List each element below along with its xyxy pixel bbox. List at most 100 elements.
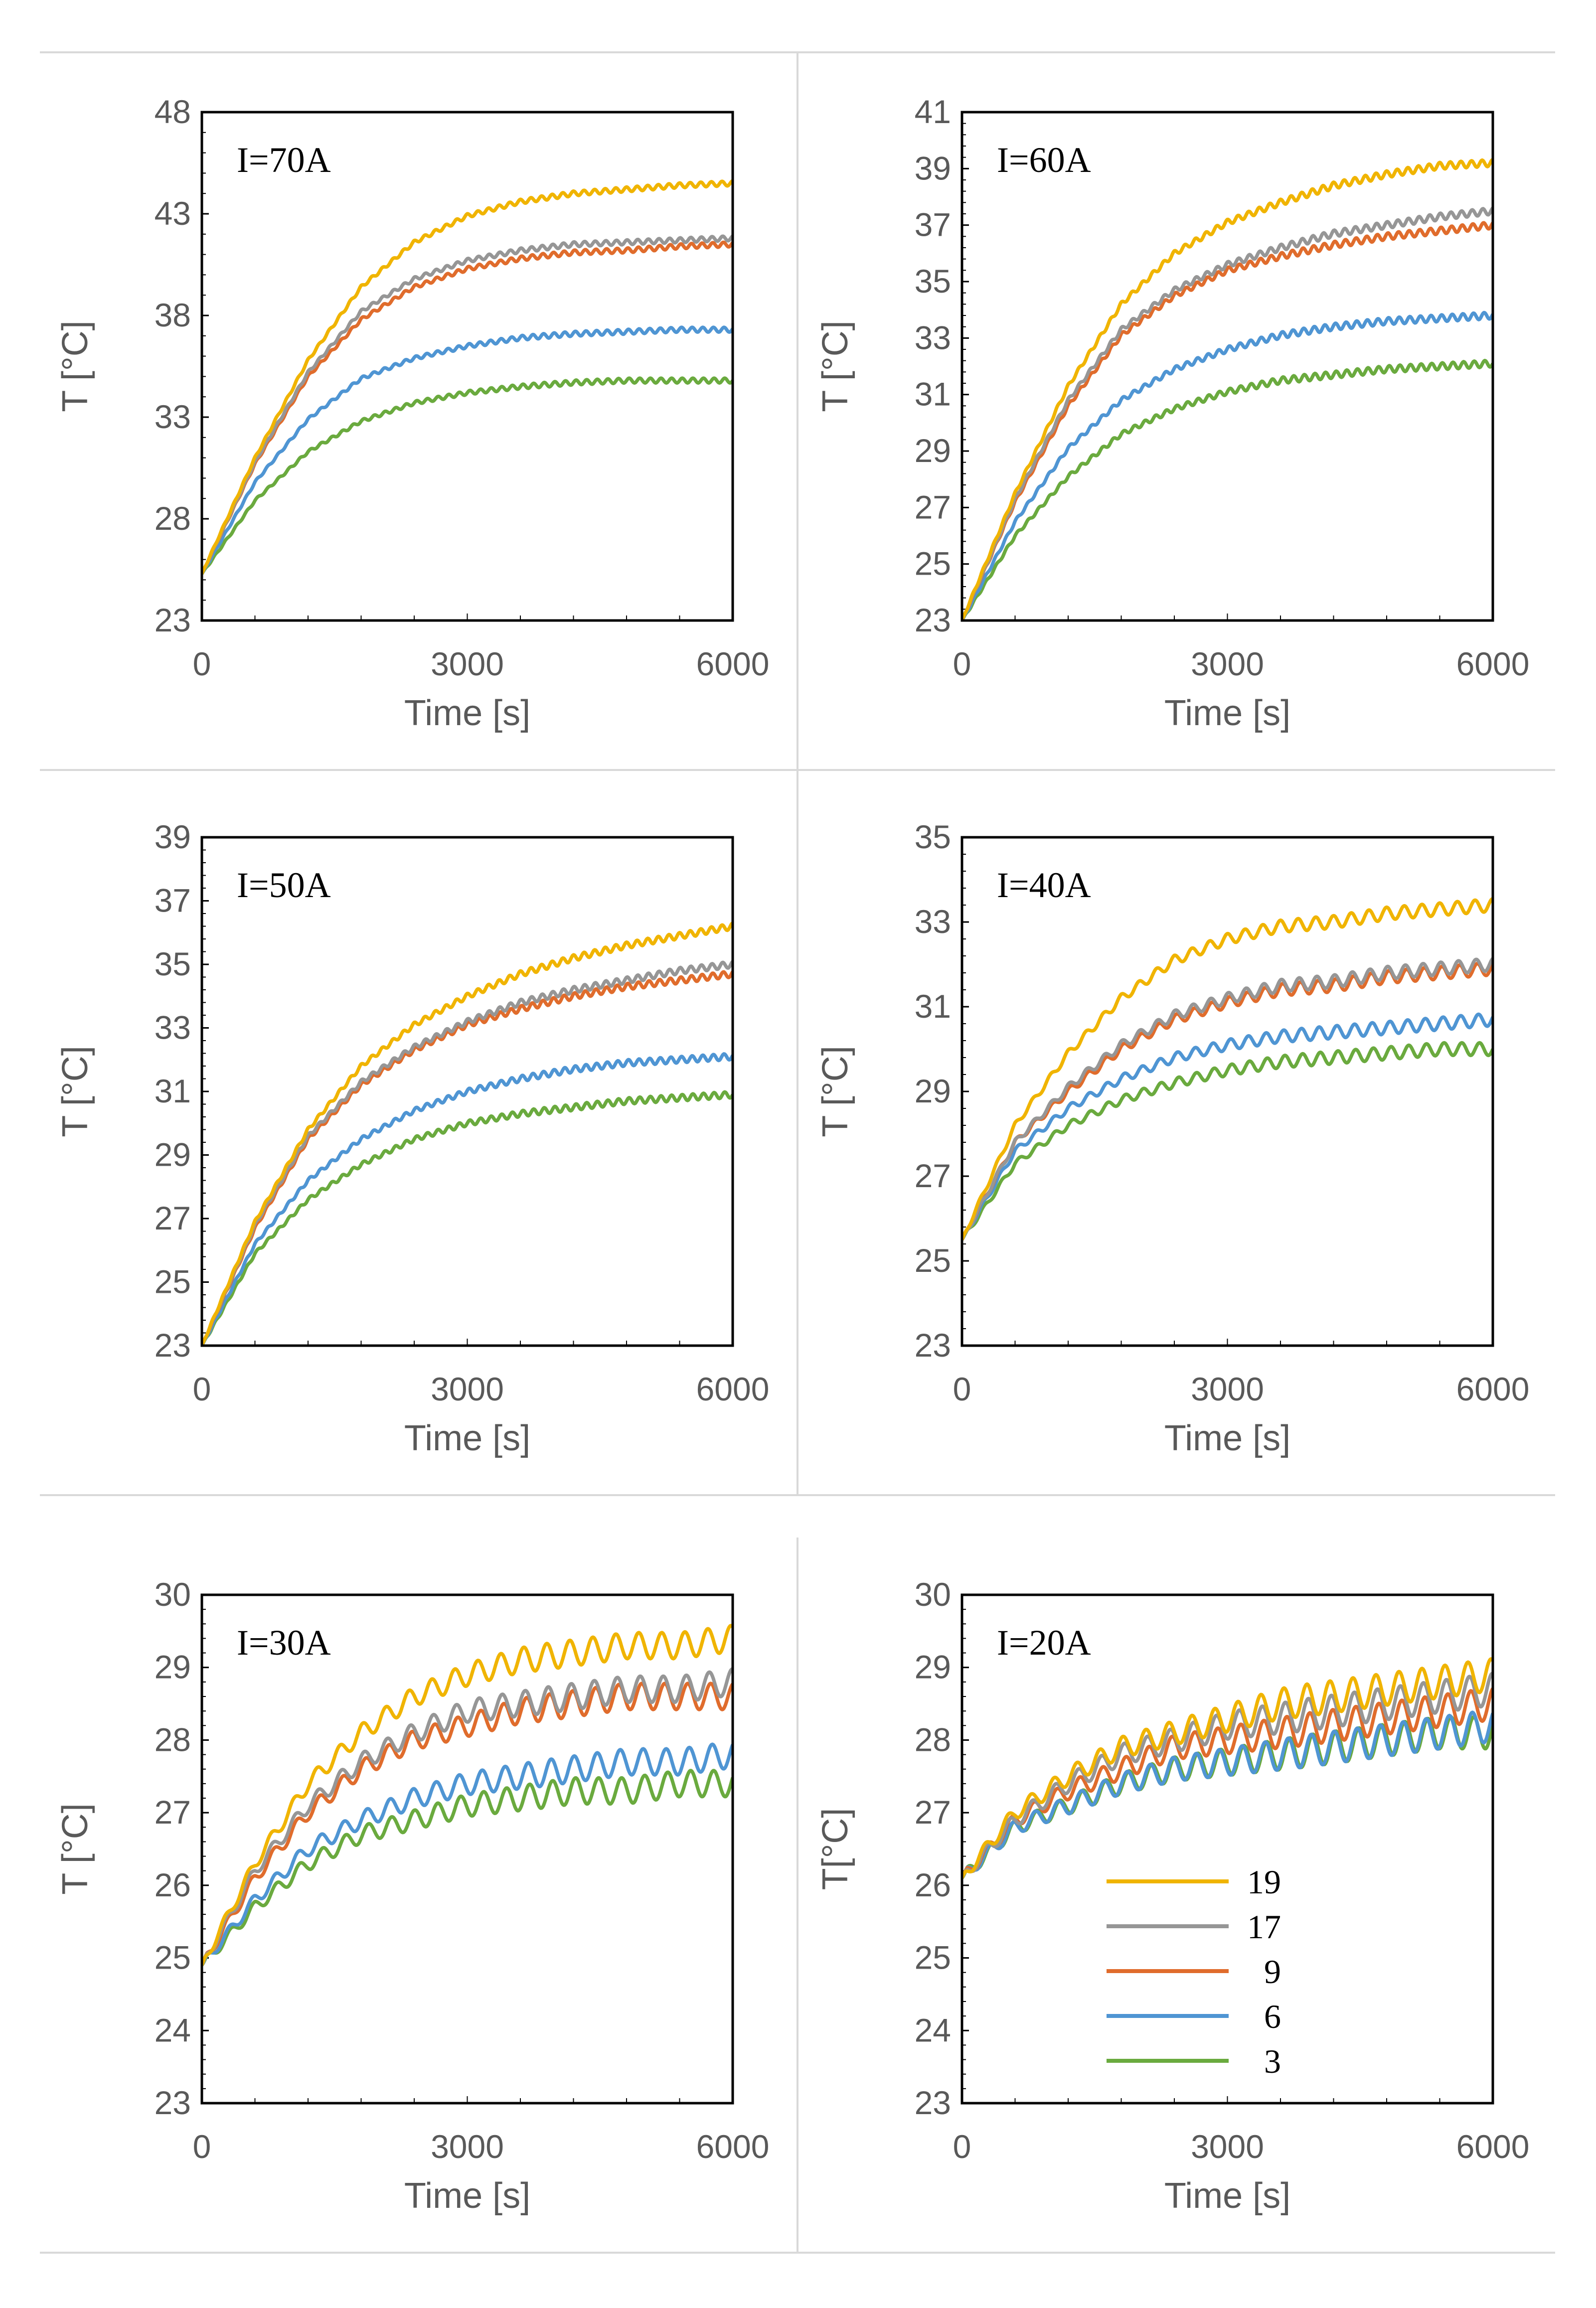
y-tick-label: 23	[155, 2084, 191, 2121]
x-axis-title: Time [s]	[1164, 1418, 1290, 1458]
y-tick-label: 33	[155, 1009, 191, 1046]
y-tick-label: 37	[915, 206, 951, 243]
y-tick-label: 25	[155, 1263, 191, 1300]
series-group	[962, 1657, 1493, 1879]
chart-panel-i-70a: 23 28 33 38 43 48 0 3000 6000 Time [s] T [°C] I=70A	[55, 93, 769, 733]
series-line-17	[202, 960, 733, 1346]
x-tick-label: 6000	[696, 2128, 770, 2165]
series-line-9	[962, 221, 1493, 620]
x-tick-label: 3000	[431, 1371, 504, 1407]
x-axis-title: Time [s]	[1164, 693, 1290, 733]
chart-panel-i-40a: 23 25 27 29 31 33 35 0 3000 6000 Time [s] T [°C] I=4…	[815, 818, 1529, 1458]
y-tick-label: 27	[155, 1200, 191, 1236]
y-tick-label: 30	[155, 1576, 191, 1613]
series-line-17	[202, 1667, 733, 1966]
y-axis-title: T [°C]	[55, 1046, 95, 1137]
y-tick-label: 29	[155, 1649, 191, 1686]
y-tick-label: 27	[915, 1157, 951, 1194]
series-line-19	[962, 158, 1493, 620]
panel-dividers	[40, 51, 1555, 2254]
y-tick-label: 41	[915, 93, 951, 130]
series-line-9	[202, 240, 733, 575]
y-axis-title: T[°C]	[815, 1808, 855, 1890]
series-line-3	[962, 1715, 1493, 1879]
series-line-3	[202, 1769, 733, 1967]
x-axis-title: Time [s]	[404, 1418, 530, 1458]
y-tick-label: 29	[915, 1073, 951, 1109]
y-tick-label: 37	[155, 882, 191, 919]
series-line-3	[962, 358, 1493, 620]
y-tick-label: 23	[915, 2084, 951, 2121]
y-tick-label: 29	[915, 1649, 951, 1686]
x-tick-label: 0	[953, 1371, 971, 1407]
panel-label: I=20A	[997, 1623, 1091, 1663]
series-line-6	[202, 325, 733, 575]
y-tick-label: 24	[915, 2011, 951, 2048]
x-tick-label: 3000	[1191, 1371, 1264, 1407]
series-line-19	[202, 1624, 733, 1966]
chart-panel-i-20a: 23 24 25 26 27 28 29 30 0 3000 6000 Time [s] T[°C] I=…	[815, 1576, 1529, 2216]
series-group	[962, 158, 1493, 620]
series-line-3	[962, 1041, 1493, 1241]
legend-label-9: 9	[1264, 1953, 1281, 1991]
y-tick-label: 29	[155, 1136, 191, 1173]
series-line-17	[962, 957, 1493, 1240]
series-group	[202, 922, 733, 1346]
y-tick-label: 25	[915, 1242, 951, 1279]
y-tick-label: 33	[915, 903, 951, 940]
y-tick-label: 35	[915, 263, 951, 300]
series-line-3	[202, 376, 733, 575]
y-axis-title: T [°C]	[815, 1046, 855, 1137]
x-tick-label: 0	[193, 2128, 211, 2165]
panel-label: I=40A	[997, 865, 1091, 905]
x-tick-label: 3000	[1191, 645, 1264, 682]
chart-panel-i-50a: 23 25 27 29 31 33 35 37 39 0 3000 6000 Time [s] T [°C…	[55, 818, 769, 1458]
y-tick-label: 23	[915, 602, 951, 638]
series-line-6	[962, 1710, 1493, 1879]
plot-frame	[200, 836, 734, 1347]
series-group	[202, 179, 733, 575]
y-axis-title: T [°C]	[815, 320, 855, 412]
y-tick-label: 29	[915, 432, 951, 469]
x-tick-label: 0	[193, 1371, 211, 1407]
y-tick-label: 35	[915, 818, 951, 855]
y-tick-label: 25	[155, 1939, 191, 1976]
y-tick-label: 26	[155, 1866, 191, 1903]
x-axis-title: Time [s]	[404, 693, 530, 733]
y-tick-label: 27	[155, 1794, 191, 1831]
chart-panel-i-60a: 23 25 27 29 31 33 35 37 39 41 0 3000 6000 Time [s] T […	[815, 93, 1529, 733]
y-tick-label: 25	[915, 545, 951, 582]
series-line-19	[962, 1657, 1493, 1879]
y-tick-label: 35	[155, 945, 191, 982]
series-group	[962, 897, 1493, 1241]
x-tick-label: 0	[953, 2128, 971, 2165]
y-tick-label: 23	[155, 602, 191, 638]
x-tick-label: 3000	[431, 645, 504, 682]
y-tick-label: 24	[155, 2011, 191, 2048]
y-tick-label: 33	[915, 319, 951, 356]
series-line-6	[962, 1012, 1493, 1241]
series-line-19	[202, 179, 733, 575]
legend-label-19: 19	[1247, 1863, 1281, 1901]
series-group	[202, 1624, 733, 1967]
series-line-6	[962, 310, 1493, 620]
x-axis-title: Time [s]	[1164, 2176, 1290, 2216]
y-tick-label: 27	[915, 488, 951, 525]
plot-frame	[200, 111, 734, 622]
series-line-9	[202, 970, 733, 1346]
x-tick-label: 6000	[1456, 1371, 1530, 1407]
y-tick-label: 28	[915, 1721, 951, 1758]
y-axis-title: T [°C]	[55, 1803, 95, 1894]
series-line-6	[202, 1052, 733, 1346]
y-tick-label: 28	[155, 1721, 191, 1758]
panel-label: I=50A	[237, 865, 331, 905]
series-line-19	[962, 897, 1493, 1240]
y-tick-label: 23	[155, 1327, 191, 1364]
y-tick-label: 30	[915, 1576, 951, 1613]
y-tick-label: 33	[155, 398, 191, 435]
series-line-19	[202, 922, 733, 1346]
x-tick-label: 0	[193, 645, 211, 682]
x-tick-label: 3000	[1191, 2128, 1264, 2165]
